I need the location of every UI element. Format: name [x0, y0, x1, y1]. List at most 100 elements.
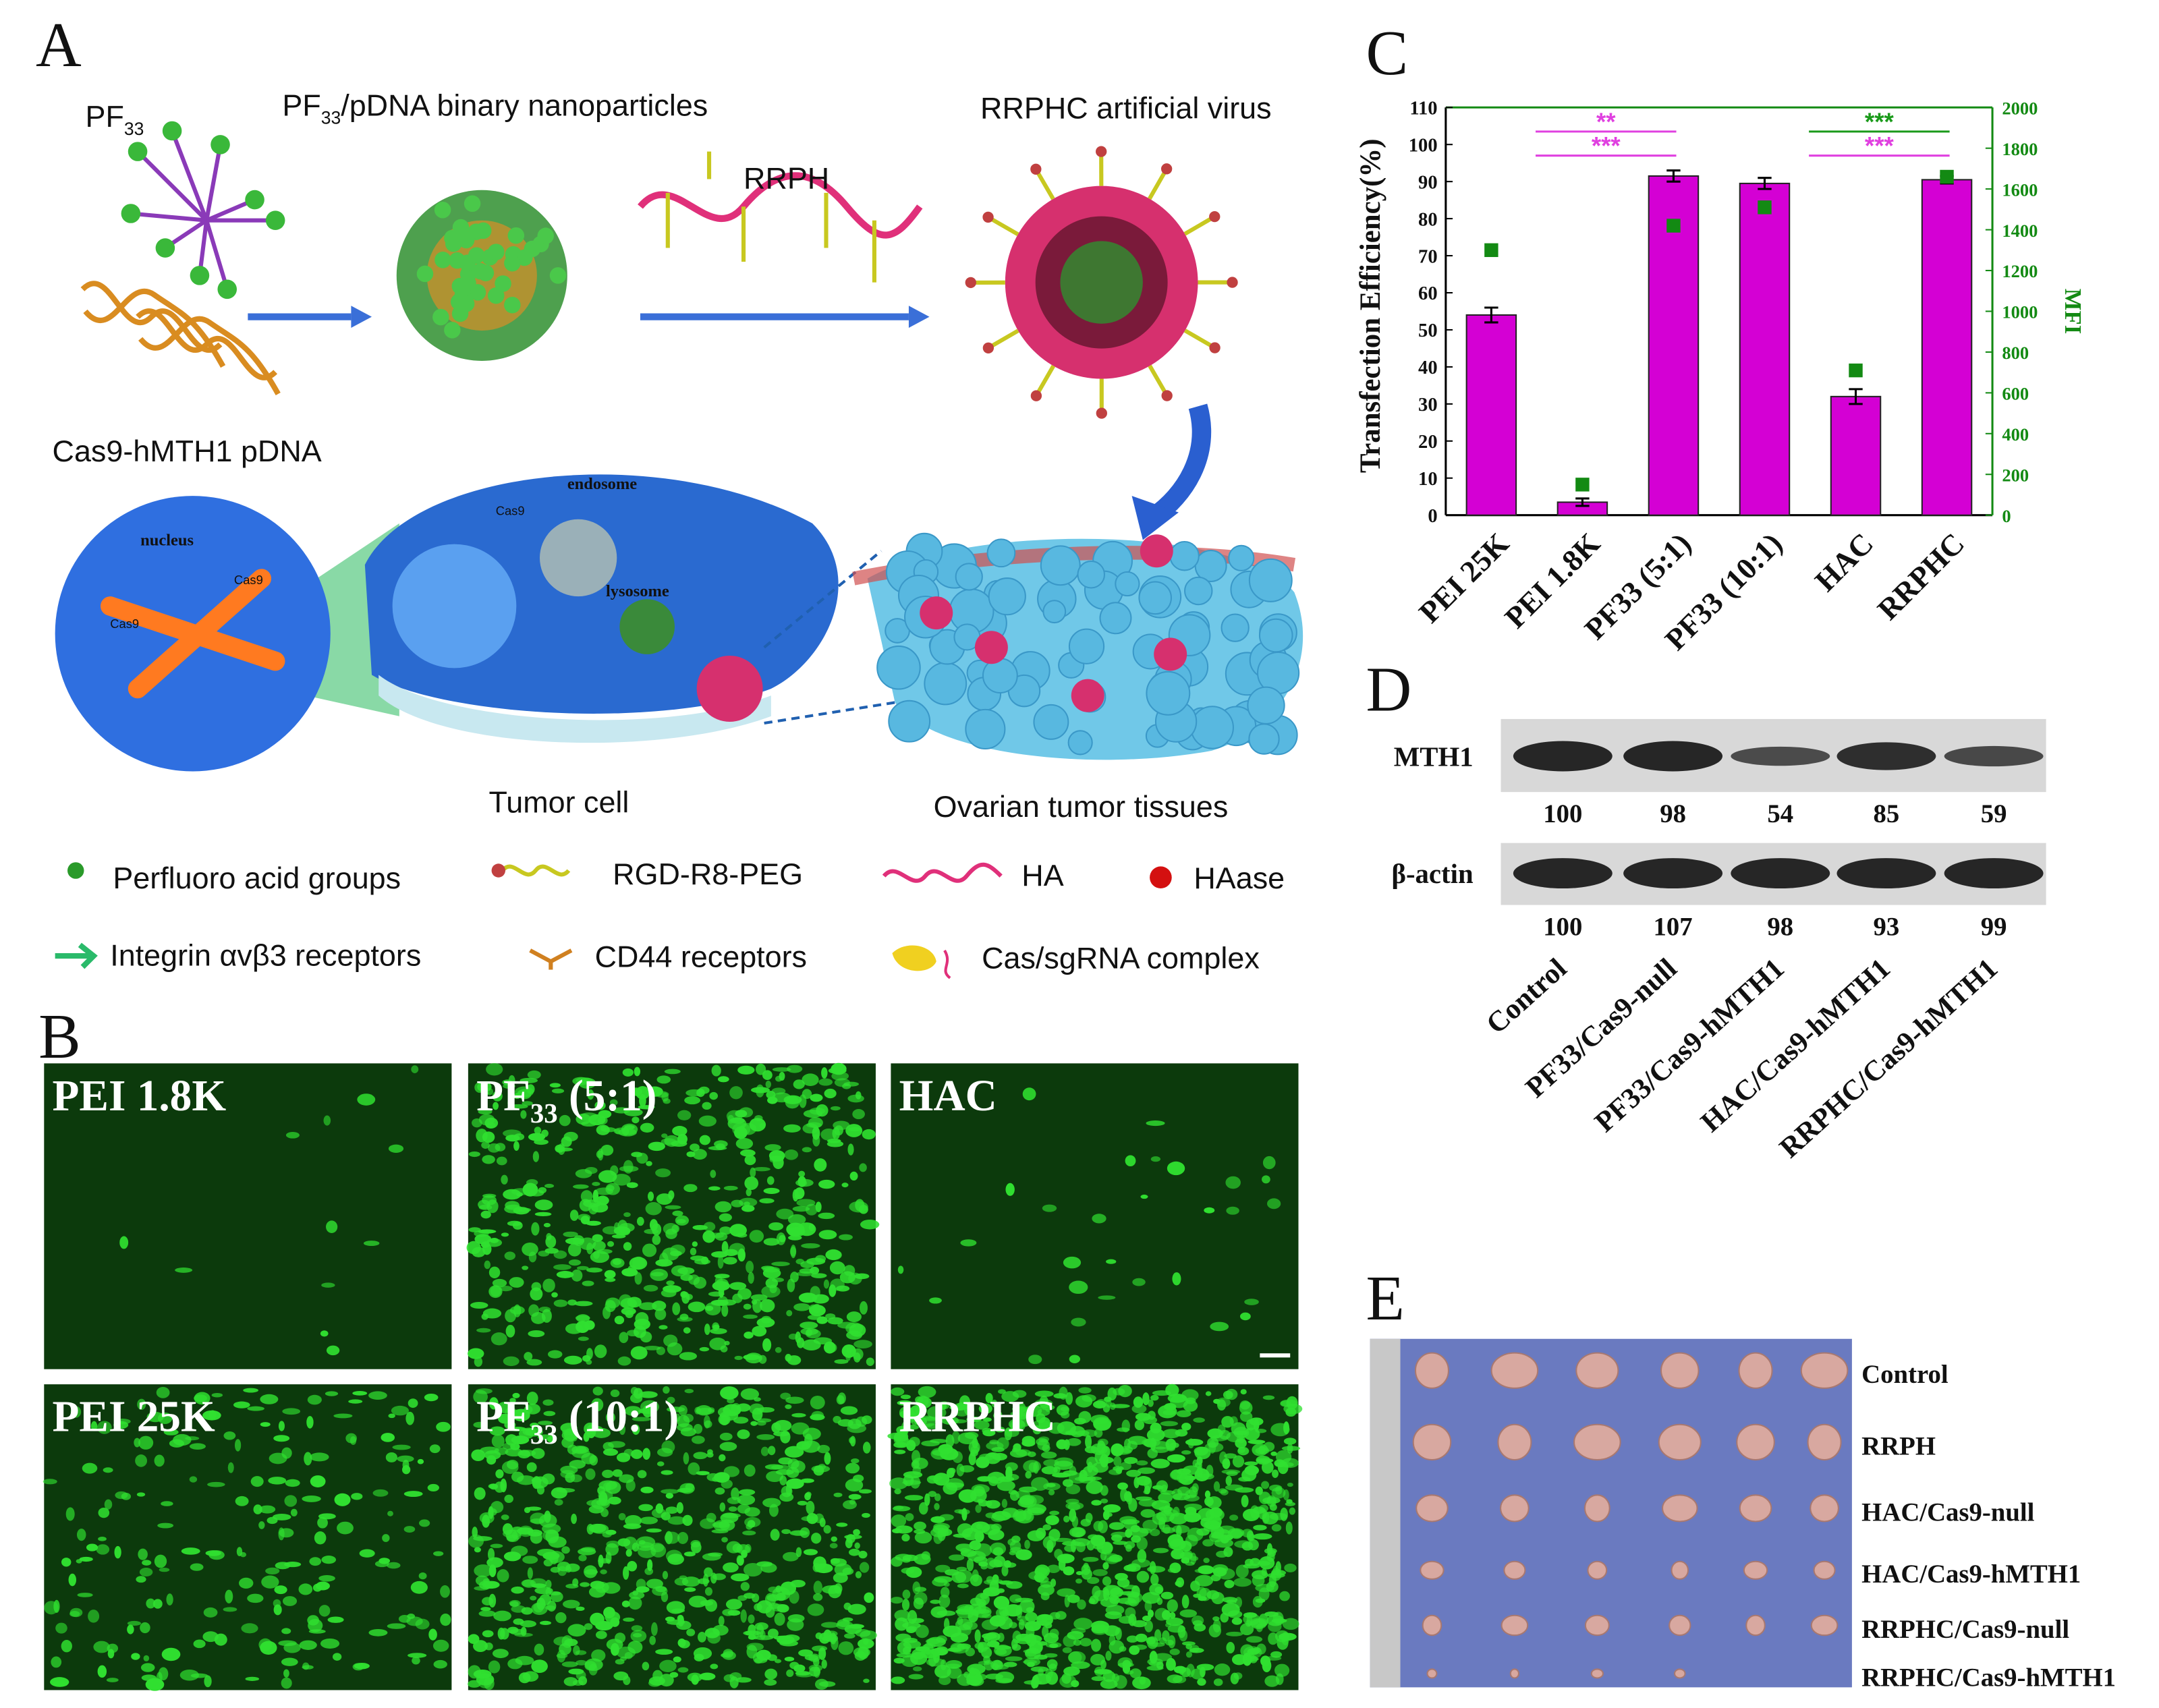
cell-fluorescence: [1105, 1651, 1112, 1661]
perfluoro-group: [121, 204, 141, 223]
cell-fluorescence: [1204, 1207, 1215, 1214]
cell-fluorescence: [894, 1610, 910, 1621]
cell-fluorescence: [181, 1547, 200, 1555]
cell-fluorescence: [919, 1415, 936, 1427]
cell-fluorescence: [676, 1502, 683, 1514]
cell-fluorescence: [372, 1489, 389, 1497]
cell-fluorescence: [933, 1533, 943, 1545]
cell-fluorescence: [592, 1181, 600, 1187]
cell-fluorescence: [578, 1554, 587, 1562]
cell-fluorescence: [1181, 1557, 1190, 1564]
legend-icon: [491, 863, 505, 878]
cell-fluorescence: [513, 1133, 525, 1141]
cell-fluorescence: [830, 1558, 840, 1564]
blot-band: [1944, 858, 2044, 889]
legend-label: HA: [1021, 858, 1063, 892]
cell-fluorescence: [501, 1174, 508, 1185]
cell-fluorescence: [677, 1532, 689, 1544]
cell-fluorescence: [1010, 1419, 1026, 1432]
cell-fluorescence: [408, 1653, 427, 1658]
cell-fluorescence: [493, 1102, 499, 1110]
tumor: [1743, 1560, 1768, 1580]
cell-fluorescence: [990, 1659, 1004, 1670]
cell-fluorescence: [440, 1585, 450, 1598]
cell-fluorescence: [1125, 1544, 1132, 1552]
cell-fluorescence: [945, 1478, 964, 1491]
cell-fluorescence: [524, 1507, 531, 1514]
cell-fluorescence: [345, 1433, 357, 1444]
cell-fluorescence: [567, 1243, 582, 1257]
virus: [974, 631, 1008, 664]
cell-fluorescence: [708, 1186, 721, 1191]
cell-fluorescence: [1231, 1422, 1246, 1435]
cell-fluorescence: [750, 1294, 768, 1301]
cell-fluorescence: [1244, 1299, 1259, 1305]
legend-label: CD44 receptors: [595, 939, 807, 973]
cell-fluorescence: [1229, 1514, 1239, 1521]
cell-fluorescence: [710, 1328, 727, 1334]
cell-fluorescence: [948, 1554, 965, 1561]
cell-fluorescence: [754, 1397, 761, 1402]
cell-fluorescence: [82, 1462, 98, 1474]
cell-fluorescence: [655, 1168, 671, 1178]
cell-fluorescence: [719, 1442, 737, 1452]
cell-fluorescence: [860, 1301, 868, 1315]
cell-fluorescence: [951, 1431, 961, 1444]
cell-fluorescence: [1073, 1618, 1093, 1630]
cell-fluorescence: [522, 1101, 533, 1106]
cell-fluorescence: [1069, 1280, 1088, 1294]
cell-fluorescence: [620, 1298, 638, 1309]
peg-arm: [990, 329, 1019, 348]
micrograph-label-part: PF: [476, 1072, 530, 1120]
cell-fluorescence: [947, 1468, 955, 1479]
cell-fluorescence: [709, 1091, 719, 1100]
cell-fluorescence: [1252, 1443, 1268, 1456]
cell-fluorescence: [1171, 1549, 1185, 1560]
cell-fluorescence: [787, 1214, 806, 1225]
cell-fluorescence: [1234, 1540, 1253, 1548]
cell-fluorescence: [640, 1516, 658, 1525]
cell-fluorescence: [650, 1272, 664, 1277]
cell-fluorescence: [522, 1556, 538, 1564]
cell-fluorescence: [615, 1659, 625, 1665]
cell-fluorescence: [711, 1064, 721, 1077]
cell-fluorescence: [974, 1420, 990, 1430]
cell-fluorescence: [1200, 1473, 1214, 1480]
cell-fluorescence: [259, 1505, 276, 1514]
cell-fluorescence: [480, 1607, 491, 1612]
cell-fluorescence: [61, 1558, 72, 1567]
cell-fluorescence: [763, 1238, 780, 1246]
group-label: HAC/Cas9-null: [1861, 1498, 2034, 1527]
error-bar: [1575, 497, 1590, 507]
cell-fluorescence: [424, 1393, 439, 1402]
cell-fluorescence: [1169, 1612, 1176, 1619]
micrograph-label-part: PEI 1.8K: [53, 1072, 227, 1120]
cell-fluorescence: [683, 1184, 698, 1193]
cell-fluorescence: [392, 1444, 411, 1450]
cell-fluorescence: [1165, 1384, 1179, 1397]
cell-fluorescence: [531, 1222, 540, 1236]
cell-fluorescence: [933, 1473, 950, 1486]
cell-fluorescence: [1239, 1623, 1254, 1636]
cell-fluorescence: [679, 1313, 689, 1321]
perfluoro-group: [454, 280, 471, 297]
cell-fluorescence: [623, 1617, 635, 1622]
y-tick-label: 100: [1409, 135, 1438, 156]
mfi-marker: [1575, 478, 1590, 492]
cell-fluorescence: [1084, 1446, 1098, 1454]
cell-fluorescence: [530, 1287, 543, 1301]
cell-fluorescence: [688, 1274, 700, 1285]
cell-fluorescence: [602, 1482, 612, 1492]
error-bar: [1666, 169, 1681, 183]
cell-fluorescence: [1105, 1400, 1112, 1408]
cell-fluorescence: [1015, 1406, 1029, 1420]
cell-fluorescence: [756, 1561, 773, 1567]
cell-fluorescence: [304, 1452, 312, 1466]
cell-fluorescence: [694, 1653, 704, 1661]
cell-fluorescence: [933, 1522, 950, 1531]
cell-fluorescence: [642, 1448, 650, 1460]
cell-fluorescence: [613, 1671, 629, 1681]
cell-fluorescence: [1085, 1435, 1092, 1449]
cell-fluorescence: [1136, 1460, 1148, 1466]
cell-fluorescence: [1166, 1657, 1176, 1671]
